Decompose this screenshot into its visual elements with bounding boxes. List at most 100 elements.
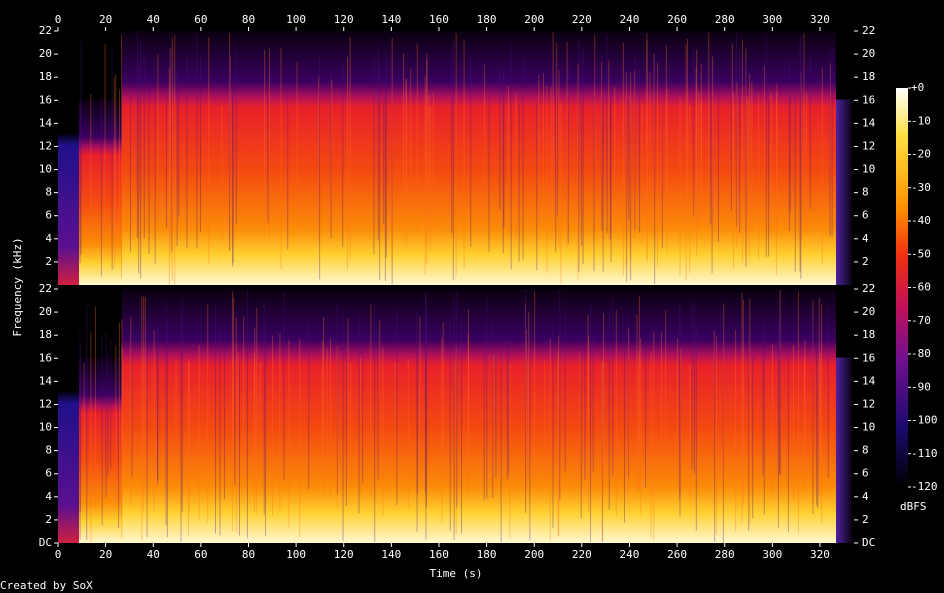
- x-tick-label: 0: [55, 548, 62, 561]
- y-tick-label: 20: [39, 47, 52, 60]
- colorbar-tick-label: -40: [911, 214, 931, 227]
- x-tick-label: 100: [286, 13, 306, 26]
- y-tick-label: 4: [862, 490, 869, 503]
- spectrogram-tail: [836, 357, 854, 543]
- y-tick-label: DC: [39, 536, 52, 549]
- spectrogram-body: [79, 99, 122, 285]
- y-tick-label: 16: [39, 93, 52, 106]
- x-tick-label: 80: [242, 548, 255, 561]
- x-tick-label: 240: [620, 13, 640, 26]
- y-tick-label: 2: [862, 513, 869, 526]
- x-tick-label: 120: [334, 13, 354, 26]
- x-tick-label: 0: [55, 13, 62, 26]
- y-tick-label: 12: [39, 139, 52, 152]
- y-tick-label: 4: [862, 232, 869, 245]
- x-tick-label: 100: [286, 548, 306, 561]
- footer: Created by SoX: [0, 579, 93, 592]
- x-tick-label: 260: [667, 13, 687, 26]
- y-tick-label: 14: [862, 374, 876, 387]
- y-tick-label: 14: [39, 374, 53, 387]
- y-tick-label: 8: [862, 186, 869, 199]
- y-tick-label: 20: [862, 47, 875, 60]
- x-tick-label: 320: [810, 548, 830, 561]
- y-tick-label: 12: [862, 139, 875, 152]
- x-tick-label: 280: [715, 548, 735, 561]
- y-tick-label: 10: [862, 421, 875, 434]
- y-tick-label: 16: [39, 351, 52, 364]
- y-tick-label: 14: [39, 116, 53, 129]
- x-tick-label: 180: [477, 548, 497, 561]
- x-tick-label: 200: [524, 13, 544, 26]
- y-tick-label: 10: [862, 163, 875, 176]
- x-tick-label: 300: [762, 548, 782, 561]
- x-tick-label: 320: [810, 13, 830, 26]
- y-tick-label: 6: [45, 467, 52, 480]
- y-tick-label: 22: [39, 282, 52, 295]
- spectrogram-body: [122, 289, 836, 543]
- colorbar: [896, 88, 908, 487]
- colorbar-tick-label: -60: [911, 281, 931, 294]
- y-tick-label: 2: [45, 255, 52, 268]
- y-tick-label: 8: [45, 186, 52, 199]
- x-tick-label: 220: [572, 548, 592, 561]
- colorbar-tick-label: -110: [911, 447, 938, 460]
- y-tick-label: 22: [862, 24, 875, 37]
- x-tick-label: 60: [194, 13, 207, 26]
- y-tick-label: 10: [39, 163, 52, 176]
- y-tick-label: 18: [862, 328, 875, 341]
- y-tick-label: 4: [45, 490, 52, 503]
- y-tick-label: 8: [862, 444, 869, 457]
- spectrogram-tail: [836, 99, 854, 285]
- y-axis-label: Frequency (kHz): [11, 237, 24, 336]
- x-tick-label: 180: [477, 13, 497, 26]
- y-tick-label: 22: [39, 24, 52, 37]
- x-axis-label: Time (s): [430, 567, 483, 580]
- colorbar-tick-label: -120: [911, 480, 938, 493]
- colorbar-tick-label: -70: [911, 314, 931, 327]
- colorbar-tick-label: -100: [911, 414, 938, 427]
- x-tick-label: 80: [242, 13, 255, 26]
- y-tick-label: 16: [862, 351, 875, 364]
- y-tick-label: 6: [862, 467, 869, 480]
- x-tick-label: 300: [762, 13, 782, 26]
- y-tick-label: 6: [45, 209, 52, 222]
- x-tick-label: 120: [334, 548, 354, 561]
- colorbar-label: dBFS: [900, 500, 927, 513]
- x-tick-label: 40: [147, 548, 160, 561]
- x-tick-label: 140: [381, 13, 401, 26]
- colorbar-tick-label: -50: [911, 247, 931, 260]
- colorbar-tick-label: -20: [911, 148, 931, 161]
- x-tick-label: 160: [429, 13, 449, 26]
- y-tick-label: 6: [862, 209, 869, 222]
- y-tick-label: 20: [39, 305, 52, 318]
- x-tick-label: 240: [620, 548, 640, 561]
- y-tick-label: 2: [862, 255, 869, 268]
- spectrogram-body: [79, 357, 122, 543]
- x-tick-label: 260: [667, 548, 687, 561]
- x-tick-label: 40: [147, 13, 160, 26]
- y-tick-label: 14: [862, 116, 876, 129]
- x-tick-label: 220: [572, 13, 592, 26]
- y-tick-label: 8: [45, 444, 52, 457]
- x-tick-label: 20: [99, 548, 112, 561]
- y-tick-label: 18: [862, 70, 875, 83]
- x-tick-label: 280: [715, 13, 735, 26]
- colorbar-tick-label: +0: [911, 81, 924, 94]
- colorbar-tick-label: -30: [911, 181, 931, 194]
- y-tick-label: 18: [39, 328, 52, 341]
- spectrogram-lead: [58, 31, 79, 285]
- spectrogram-lead: [58, 289, 79, 543]
- x-tick-label: 200: [524, 548, 544, 561]
- y-tick-label: 12: [39, 397, 52, 410]
- y-tick-label: 10: [39, 421, 52, 434]
- y-tick-label: 2: [45, 513, 52, 526]
- y-tick-label: 18: [39, 70, 52, 83]
- y-tick-label: 22: [862, 282, 875, 295]
- x-tick-label: 140: [381, 548, 401, 561]
- y-tick-label: 20: [862, 305, 875, 318]
- y-tick-label: 16: [862, 93, 875, 106]
- colorbar-tick-label: -10: [911, 114, 931, 127]
- x-tick-label: 20: [99, 13, 112, 26]
